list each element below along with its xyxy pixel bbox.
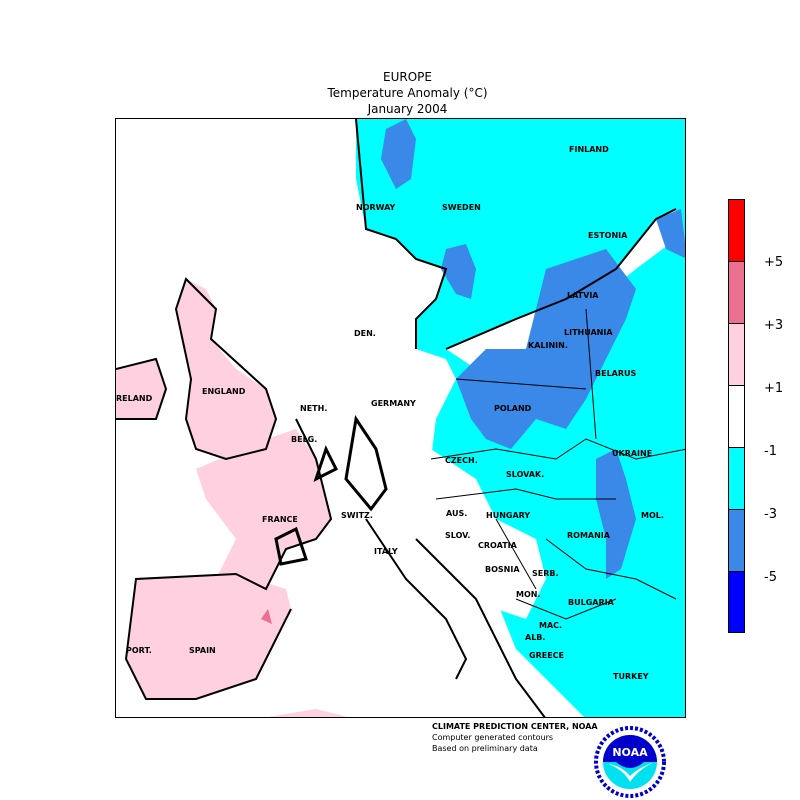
country-label: BELG. <box>291 435 318 444</box>
map-canvas <box>116 119 685 717</box>
country-label: LITHUANIA <box>564 328 613 337</box>
country-label: CZECH. <box>445 456 478 465</box>
country-label: NORWAY <box>356 203 396 212</box>
country-label: ROMANIA <box>567 531 610 540</box>
near-normal-gap <box>416 439 546 619</box>
country-label: POLAND <box>494 404 532 413</box>
country-label: GREECE <box>529 651 564 660</box>
country-label: LATVIA <box>567 291 599 300</box>
country-label: KALININ. <box>528 341 568 350</box>
country-label: NETH. <box>300 404 328 413</box>
map-variable-title: Temperature Anomaly (°C) <box>327 86 488 100</box>
country-label: BOSNIA <box>485 565 520 574</box>
legend-tick: +1 <box>764 381 784 396</box>
country-label: RELAND <box>116 394 153 403</box>
legend-swatch <box>728 447 745 509</box>
country-label: SLOV. <box>445 531 471 540</box>
country-borders <box>430 308 685 620</box>
color-legend <box>728 199 745 633</box>
country-label: PORT. <box>126 646 152 655</box>
legend-tick: +3 <box>764 318 784 333</box>
cold-patch-romania <box>596 449 636 579</box>
country-label: ENGLAND <box>202 387 246 396</box>
logo-text: NOAA <box>612 746 648 759</box>
credit-line: Computer generated contours <box>432 733 554 742</box>
country-label: DEN. <box>354 329 376 338</box>
legend-swatch <box>728 323 745 385</box>
country-label: SLOVAK. <box>506 470 545 479</box>
cold-patch-baltics-poland <box>456 249 636 449</box>
country-label: SWEDEN <box>442 203 481 212</box>
map-region-title: EUROPE <box>383 70 432 84</box>
warm-region-south <box>268 709 348 717</box>
near-normal-gap <box>536 119 636 219</box>
legend-tick: +5 <box>764 255 784 270</box>
warm-region-iberia <box>126 574 291 699</box>
map-period-title: January 2004 <box>367 102 448 116</box>
cold-patch-norway <box>381 119 416 189</box>
coastlines <box>116 119 677 717</box>
country-label: SERB. <box>532 569 559 578</box>
warm-region-france <box>196 429 331 599</box>
legend-swatch <box>728 199 745 261</box>
country-label: FINLAND <box>569 145 609 154</box>
country-label: MOL. <box>641 511 664 520</box>
credit-line: CLIMATE PREDICTION CENTER, NOAA <box>432 722 598 731</box>
country-label: TURKEY <box>613 672 649 681</box>
legend-swatch <box>728 261 745 323</box>
country-label: UKRAINE <box>612 449 653 458</box>
cold-patch-estonia <box>656 209 685 259</box>
country-label: MON. <box>516 590 541 599</box>
country-label: CROATIA <box>478 541 517 550</box>
legend-tick: -5 <box>764 570 777 585</box>
country-label: ESTONIA <box>588 231 628 240</box>
warm-region-britain <box>176 279 276 459</box>
country-label: BELARUS <box>595 369 637 378</box>
legend-swatch <box>728 385 745 447</box>
anomaly-map: FINLAND NORWAY SWEDEN ESTONIA LATVIA DEN… <box>115 118 686 718</box>
country-label: ALB. <box>525 633 546 642</box>
legend-tick: -3 <box>764 507 777 522</box>
country-label: BULGARIA <box>568 598 614 607</box>
country-label: ITALY <box>374 547 398 556</box>
country-label: FRANCE <box>262 515 298 524</box>
noaa-logo: NOAA <box>594 726 666 798</box>
legend-tick: -1 <box>764 444 777 459</box>
warm-region-ireland <box>116 359 166 419</box>
country-label: HUNGARY <box>486 511 531 520</box>
country-label: SPAIN <box>189 646 216 655</box>
country-label: SWITZ. <box>341 511 373 520</box>
baltic-sea <box>446 209 676 369</box>
country-label: MAC. <box>539 621 563 630</box>
warm-patch-strong <box>261 609 272 624</box>
country-label: GERMANY <box>371 399 416 408</box>
credit-line: Based on preliminary data <box>432 744 538 753</box>
legend-swatch <box>728 509 745 571</box>
legend-swatch <box>728 571 745 633</box>
cold-patch-sweden <box>441 244 476 299</box>
country-label: AUS. <box>446 509 468 518</box>
